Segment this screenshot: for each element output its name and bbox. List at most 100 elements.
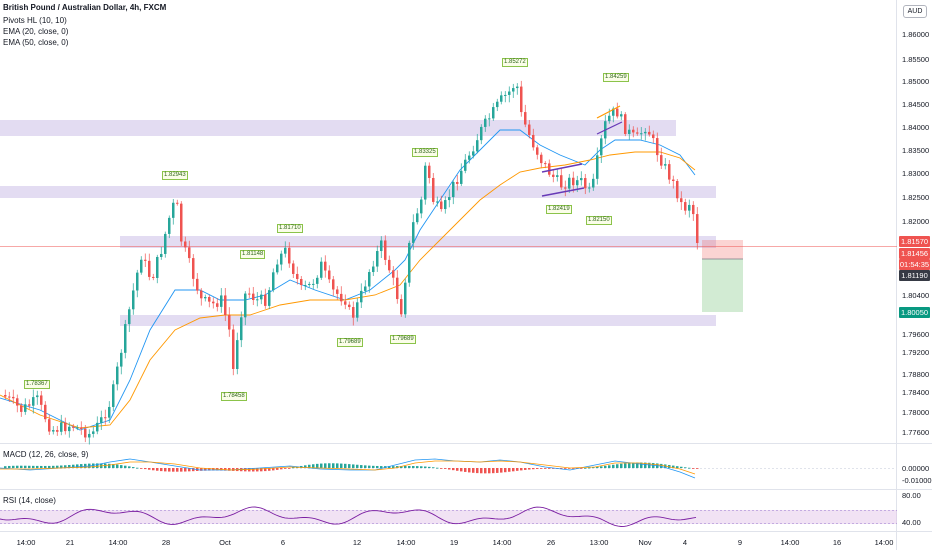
candle xyxy=(164,233,167,254)
candle xyxy=(680,198,683,203)
candle xyxy=(228,314,231,330)
indicator-ema20-label[interactable]: EMA (20, close, 0) xyxy=(3,27,69,36)
candle xyxy=(656,138,659,156)
candle xyxy=(620,114,623,117)
price-axis-label: 1.78000 xyxy=(902,408,930,417)
candle xyxy=(476,140,479,152)
macd-histogram-bar xyxy=(552,468,555,469)
candle xyxy=(124,324,127,353)
macd-histogram-bar xyxy=(152,468,155,471)
macd-histogram-bar xyxy=(272,468,275,471)
entry-price-tag[interactable]: 1.81190 xyxy=(899,270,930,281)
candle xyxy=(664,164,667,166)
candle xyxy=(464,159,467,171)
macd-histogram-bar xyxy=(140,468,143,469)
candle xyxy=(32,397,35,406)
macd-histogram-bar xyxy=(188,468,191,472)
macd-histogram-bar xyxy=(692,468,695,469)
candle xyxy=(480,126,483,141)
candle xyxy=(580,178,583,181)
current-price-tag[interactable]: 1.81456 xyxy=(899,248,930,259)
macd-histogram-bar xyxy=(32,465,35,468)
resistance-zone[interactable] xyxy=(0,120,676,136)
candle xyxy=(140,259,143,273)
macd-histogram-bar xyxy=(516,468,519,471)
candle xyxy=(384,240,387,260)
candle xyxy=(512,88,515,92)
macd-histogram-bar xyxy=(620,463,623,468)
macd-histogram-bar xyxy=(644,462,647,468)
candle xyxy=(584,178,587,189)
sell-limit-price-tag[interactable]: 1.81570 xyxy=(899,236,930,247)
supply-zone[interactable] xyxy=(0,186,716,198)
candle xyxy=(24,404,27,412)
candle xyxy=(188,247,191,259)
time-axis-label: 6 xyxy=(280,538,286,547)
price-axis-label: 1.77600 xyxy=(902,428,930,437)
indicator-ema50-label[interactable]: EMA (50, close, 0) xyxy=(3,38,69,47)
time-axis-label: 14:00 xyxy=(780,538,800,547)
candle xyxy=(288,247,291,264)
indicator-pivots-label[interactable]: Pivots HL (10, 10) xyxy=(3,16,67,25)
macd-histogram-bar xyxy=(420,466,423,468)
pivot-high-label: 1.82943 xyxy=(162,171,188,180)
stop-loss-area[interactable] xyxy=(702,240,743,259)
candle xyxy=(280,253,283,265)
macd-histogram-bar xyxy=(504,468,507,473)
macd-histogram-bar xyxy=(648,462,651,468)
candle xyxy=(508,91,511,95)
candle xyxy=(96,422,99,432)
candle xyxy=(244,293,247,318)
indicator-rsi-label[interactable]: RSI (14, close) xyxy=(3,496,56,505)
candle xyxy=(220,295,223,307)
macd-histogram-bar xyxy=(536,468,539,469)
candle xyxy=(160,253,163,257)
macd-histogram-bar xyxy=(120,465,123,468)
candle xyxy=(644,131,647,134)
candlestick-series[interactable] xyxy=(4,80,699,445)
price-axis-label: 1.78800 xyxy=(902,370,930,379)
macd-histogram-bar xyxy=(564,468,567,469)
macd-histogram-bar xyxy=(512,468,515,472)
currency-badge[interactable]: AUD xyxy=(903,5,927,18)
candle xyxy=(76,427,79,429)
candle xyxy=(364,286,367,291)
macd-histogram-bar xyxy=(468,468,471,473)
macd-histogram-bar xyxy=(356,464,359,468)
candle xyxy=(416,213,419,223)
price-axis-label: 1.82500 xyxy=(902,193,930,202)
candle xyxy=(556,175,559,177)
macd-histogram-bar xyxy=(608,465,611,468)
pivot-high-label: 1.83325 xyxy=(412,148,438,157)
macd-histogram-bar xyxy=(108,463,111,468)
macd-histogram-bar xyxy=(424,466,427,468)
candle xyxy=(104,417,107,419)
macd-histogram-bar xyxy=(312,464,315,468)
candle xyxy=(432,177,435,202)
current-zone[interactable] xyxy=(120,236,716,248)
candle xyxy=(180,203,183,242)
macd-histogram-bar xyxy=(284,468,287,469)
candle xyxy=(692,204,695,215)
macd-histogram-bar xyxy=(524,468,527,470)
candle xyxy=(396,277,399,300)
candle xyxy=(688,204,691,211)
macd-histogram-bar xyxy=(436,467,439,469)
support-zone[interactable] xyxy=(120,315,716,326)
macd-histogram-bar xyxy=(584,467,587,469)
price-axis-label: 1.85000 xyxy=(902,77,930,86)
candle xyxy=(232,329,235,369)
macd-histogram-bar xyxy=(124,465,127,468)
candle xyxy=(348,304,351,308)
candle xyxy=(84,428,87,438)
target-price-tag[interactable]: 1.80050 xyxy=(899,307,930,318)
take-profit-area[interactable] xyxy=(702,259,743,312)
macd-histogram-bar xyxy=(228,468,231,471)
macd-histogram-bar xyxy=(580,468,583,469)
macd-histogram-bar xyxy=(684,467,687,469)
candle xyxy=(520,86,523,113)
price-axis-label: 1.78400 xyxy=(902,388,930,397)
indicator-macd-label[interactable]: MACD (12, 26, close, 9) xyxy=(3,450,89,459)
candle xyxy=(428,165,431,178)
